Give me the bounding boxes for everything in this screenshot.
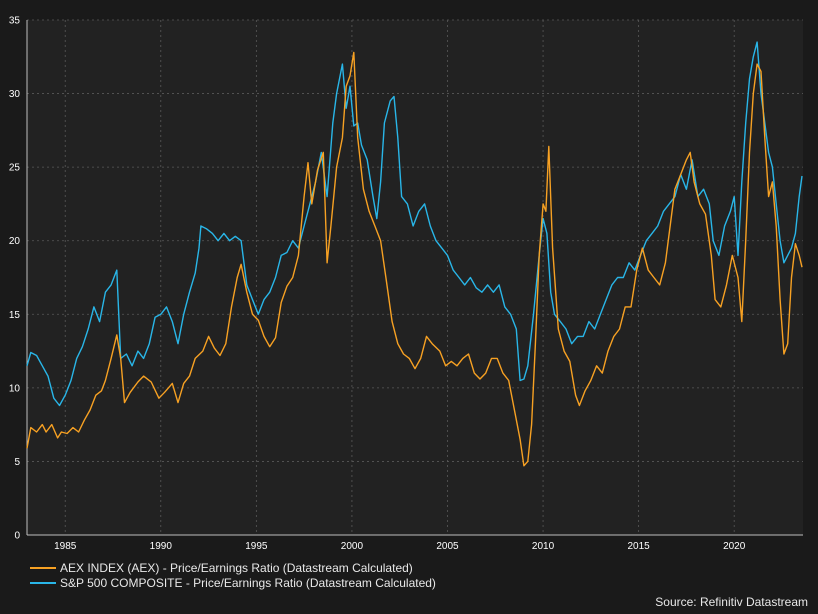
- series-line-aex: [26, 51, 803, 467]
- legend-swatch-sp500: [30, 582, 56, 584]
- y-tick-label: 30: [9, 89, 21, 100]
- y-tick-label: 10: [9, 383, 21, 394]
- x-tick-label: 1995: [245, 541, 268, 552]
- y-tick-label: 15: [9, 310, 21, 321]
- y-tick-label: 0: [14, 531, 20, 542]
- legend-label-aex: AEX INDEX (AEX) - Price/Earnings Ratio (…: [60, 561, 413, 575]
- x-tick-label: 1985: [54, 541, 77, 552]
- x-tick-label: 2005: [436, 541, 459, 552]
- x-tick-label: 2010: [532, 541, 555, 552]
- legend-item-sp500: S&P 500 COMPOSITE - Price/Earnings Ratio…: [30, 576, 436, 590]
- x-tick-label: 2015: [628, 541, 651, 552]
- y-tick-label: 20: [9, 236, 21, 247]
- x-tick-label: 2000: [341, 541, 364, 552]
- chart-legend: AEX INDEX (AEX) - Price/Earnings Ratio (…: [30, 561, 436, 591]
- y-tick-label: 5: [14, 457, 20, 468]
- plot-area: [27, 20, 803, 535]
- y-tick-label: 35: [9, 16, 21, 27]
- legend-label-sp500: S&P 500 COMPOSITE - Price/Earnings Ratio…: [60, 576, 436, 590]
- legend-swatch-aex: [30, 567, 56, 569]
- y-tick-label: 25: [9, 163, 21, 174]
- x-tick-label: 1990: [150, 541, 173, 552]
- source-note: Source: Refinitiv Datastream: [655, 595, 808, 609]
- x-tick-label: 2020: [723, 541, 746, 552]
- legend-item-aex: AEX INDEX (AEX) - Price/Earnings Ratio (…: [30, 561, 436, 575]
